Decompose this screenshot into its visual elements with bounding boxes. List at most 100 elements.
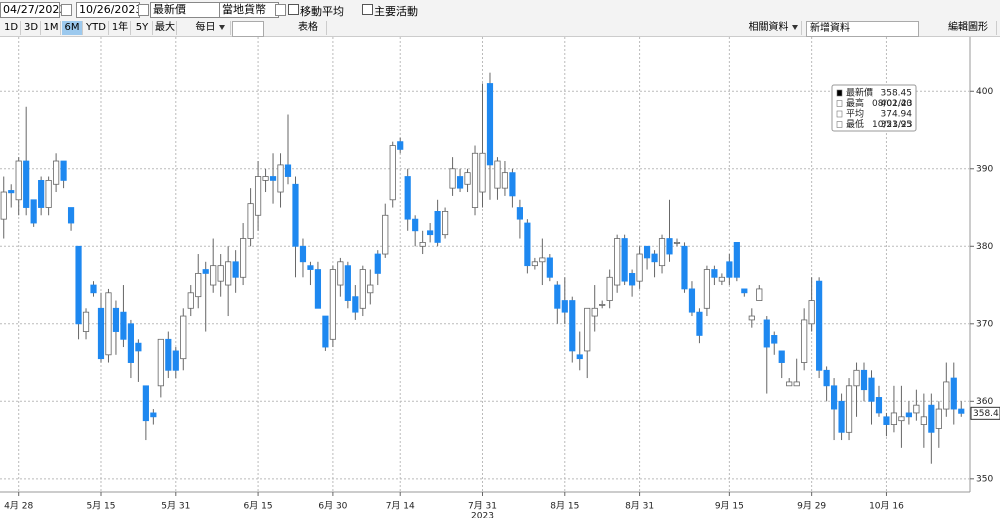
candle-body xyxy=(427,230,434,236)
candle-body xyxy=(883,416,890,425)
candle xyxy=(67,207,75,231)
candle xyxy=(180,308,187,371)
edit-chart-button[interactable]: 編輯圖形 xyxy=(940,21,997,35)
range-button[interactable]: 1年 xyxy=(110,21,131,35)
candle xyxy=(157,338,164,398)
candle-body xyxy=(636,253,643,282)
year-label: 2023 xyxy=(471,512,494,518)
range-button[interactable]: 1M xyxy=(42,21,61,35)
candle xyxy=(142,385,149,441)
candle xyxy=(561,277,568,324)
candle-body xyxy=(165,338,172,371)
range-button[interactable]: YTD xyxy=(84,21,109,35)
candle-body xyxy=(726,261,733,278)
candle-body xyxy=(67,207,75,224)
candle xyxy=(651,250,658,278)
candle xyxy=(217,254,224,297)
candle-body xyxy=(232,261,239,278)
checkbox[interactable] xyxy=(362,4,373,15)
candle xyxy=(225,246,232,317)
candle xyxy=(703,265,711,317)
table-button[interactable]: 表格 xyxy=(290,21,327,35)
candle-body xyxy=(112,307,120,332)
candle-body xyxy=(786,381,793,387)
legend-value: 402.40 xyxy=(881,99,913,109)
end-date[interactable]: 10/26/2023 xyxy=(76,2,142,18)
candle xyxy=(456,168,464,193)
toolbar-bottom: 1D 3D 1M 6M YTD 1年 5Y 最大 每日 表格 相關資料 新增資料 編輯圖形 xyxy=(0,20,1000,37)
candle xyxy=(45,176,52,216)
candle xyxy=(307,261,314,286)
field-select[interactable]: 最新價 xyxy=(150,2,220,18)
candle xyxy=(262,168,269,193)
candle-body xyxy=(397,141,404,150)
candle xyxy=(232,250,239,293)
candle xyxy=(127,319,135,379)
range-button[interactable]: 1D xyxy=(2,21,21,35)
candle-body xyxy=(60,160,67,181)
range-button[interactable]: 最大 xyxy=(155,21,177,35)
candle-body xyxy=(733,242,740,278)
candle-body xyxy=(569,300,576,352)
candle xyxy=(344,261,351,309)
start-date[interactable]: 04/27/2023 xyxy=(0,2,66,18)
calendar-button[interactable] xyxy=(138,4,149,16)
candle xyxy=(748,308,755,328)
dropdown-arrow xyxy=(791,24,798,30)
candle xyxy=(636,246,643,289)
candle-body xyxy=(913,404,920,414)
checkbox-label[interactable]: 主要活動 xyxy=(374,5,418,18)
toolbar-top: 04/27/2023 10/26/2023 最新價 當地貨幣 移動平均 主要活動 xyxy=(0,0,1000,21)
candle-body xyxy=(247,203,254,239)
frequency-select[interactable]: 每日 xyxy=(190,21,231,35)
candle-body xyxy=(853,369,860,387)
add-data-input[interactable]: 新增資料 xyxy=(806,21,919,37)
range-button[interactable]: 6M xyxy=(62,21,83,35)
legend-symbol xyxy=(836,89,843,97)
candle-body xyxy=(195,273,202,298)
candle-body xyxy=(890,412,898,425)
currency-select[interactable]: 當地貨幣 xyxy=(219,2,279,18)
candle-body xyxy=(337,261,344,286)
candle xyxy=(853,362,860,417)
candle xyxy=(905,401,912,425)
candle xyxy=(486,72,494,200)
candle xyxy=(793,358,800,387)
related-button[interactable]: 相關資料 xyxy=(745,21,802,35)
range-button[interactable]: 5Y xyxy=(132,21,153,35)
candle-body xyxy=(90,284,97,294)
candle xyxy=(284,114,292,185)
candle-body xyxy=(576,354,583,360)
candle xyxy=(554,281,561,324)
x-tick-label: 9月 15 xyxy=(715,501,744,512)
candle xyxy=(950,362,957,425)
candle xyxy=(681,242,688,293)
dropdown-button[interactable] xyxy=(275,4,286,16)
candle-body xyxy=(860,369,868,391)
candle xyxy=(599,300,606,309)
candle xyxy=(756,285,763,301)
candle xyxy=(195,254,202,309)
candle-body xyxy=(950,377,957,410)
candle xyxy=(943,362,950,417)
candle-body xyxy=(15,160,22,201)
range-button[interactable]: 3D xyxy=(22,21,41,35)
candle-body xyxy=(157,338,164,387)
frequency-text: 每日 xyxy=(195,22,216,33)
candle-body xyxy=(180,315,187,360)
candle-body xyxy=(718,276,725,282)
last-price-box xyxy=(970,406,1000,420)
candle xyxy=(509,168,516,208)
candle-body xyxy=(584,307,591,352)
candle xyxy=(150,409,157,425)
candle xyxy=(292,176,299,278)
calendar-button[interactable] xyxy=(61,4,72,16)
candle xyxy=(763,316,770,394)
checkbox[interactable] xyxy=(288,4,299,15)
blank-select[interactable] xyxy=(232,21,264,37)
candle-body xyxy=(935,408,942,429)
candle xyxy=(202,261,209,332)
checkbox-label[interactable]: 移動平均 xyxy=(300,5,344,18)
candle-body xyxy=(382,214,389,255)
candle-body xyxy=(322,315,329,348)
